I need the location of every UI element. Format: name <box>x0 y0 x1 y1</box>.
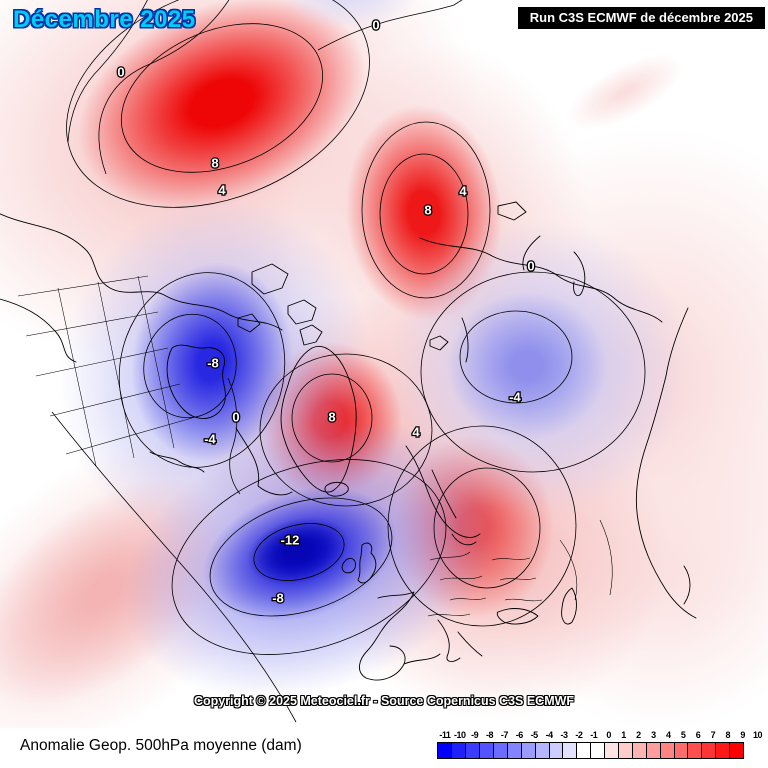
copyright-text: Copyright © 2025 Meteociel.fr - Source C… <box>193 694 575 708</box>
contour-label: 0 <box>372 18 379 33</box>
legend-tick: -11 <box>439 730 451 740</box>
political-borders <box>17 275 613 617</box>
legend-color-cell <box>562 742 578 759</box>
legend-color-cell <box>548 742 564 759</box>
contour-label: 4 <box>218 183 226 198</box>
anomaly-map: 0 0 8 4 8 4 0 -8 0 -4 8 4 -4 -12 -8 Décembre 2025 Run … <box>0 0 768 728</box>
legend-tick: -4 <box>545 730 554 740</box>
map-title: Décembre 2025 <box>13 6 196 33</box>
contour-label: 0 <box>117 65 124 80</box>
contour-label: -4 <box>509 390 521 405</box>
legend-color-cell <box>534 742 550 759</box>
legend-color-cell <box>604 742 619 759</box>
legend-color-cell <box>479 742 494 759</box>
contour-label: 8 <box>211 156 218 171</box>
contour-label: 4 <box>459 184 467 199</box>
contour-label: 8 <box>328 410 335 425</box>
legend-tick: -5 <box>530 730 539 740</box>
legend-tick: -2 <box>575 730 583 740</box>
legend-color-cell <box>701 742 717 759</box>
contour-label: -12 <box>281 533 300 548</box>
legend-tick: -1 <box>590 730 598 740</box>
legend-tick: 3 <box>651 730 656 740</box>
legend-color-cell <box>590 742 606 759</box>
legend-tick: 7 <box>710 730 716 740</box>
legend-tick: -10 <box>453 730 466 740</box>
legend-tick: 2 <box>636 730 641 740</box>
contour-label: 0 <box>232 410 239 425</box>
legend-tick: -3 <box>560 730 568 740</box>
variable-label: Anomalie Geop. 500hPa moyenne (dam) <box>20 737 302 754</box>
legend-tick: 10 <box>753 730 763 740</box>
contour-label: 8 <box>424 203 431 218</box>
legend-tick: 6 <box>695 730 701 740</box>
color-scale-legend: -11 -10 -9 -8 -7 -6 -5 -4 -3 -2 -1 0 1 2 3 4 5 6 7 8 9 10 <box>437 730 765 759</box>
legend-color-cell <box>465 742 481 759</box>
contour-label: -8 <box>272 591 284 606</box>
legend-color-row <box>437 742 765 759</box>
legend-tick: 0 <box>606 730 611 740</box>
legend-tick: 5 <box>680 730 686 740</box>
legend-tick: -7 <box>500 730 509 740</box>
legend-color-cell <box>451 742 467 759</box>
legend-color-cell <box>645 742 661 759</box>
legend-color-cell <box>437 742 453 759</box>
legend-tick: -8 <box>486 730 494 740</box>
legend-color-cell <box>673 742 689 759</box>
legend-color-cell <box>576 742 592 759</box>
legend-tick: 4 <box>665 730 671 740</box>
contour-lines <box>51 0 646 723</box>
legend-color-cell <box>506 742 522 759</box>
coastlines <box>0 201 697 681</box>
legend-tick: 1 <box>621 730 626 740</box>
contour-label: -4 <box>204 432 216 447</box>
legend-tick-row: -11 -10 -9 -8 -7 -6 -5 -4 -3 -2 -1 0 1 2 3 4 5 6 7 8 9 10 <box>437 730 765 742</box>
legend-color-cell <box>687 742 703 759</box>
legend-color-cell <box>715 742 731 759</box>
legend-tick: 9 <box>740 730 745 740</box>
legend-color-cell <box>520 742 536 759</box>
legend-color-cell <box>631 742 647 759</box>
run-info-label: Run C3S ECMWF de décembre 2025 <box>529 10 753 25</box>
legend-color-cell <box>729 742 744 759</box>
contour-label: 0 <box>527 259 534 274</box>
contour-label: 4 <box>412 425 420 440</box>
legend-color-cell <box>617 742 633 759</box>
run-info-box: Run C3S ECMWF de décembre 2025 <box>517 7 765 29</box>
legend-color-cell <box>492 742 508 759</box>
legend-color-cell <box>659 742 675 759</box>
bottom-bar: Anomalie Geop. 500hPa moyenne (dam) -11-… <box>0 728 768 768</box>
legend-tick: -9 <box>471 730 479 740</box>
legend-tick: 8 <box>725 730 731 740</box>
legend-tick: -6 <box>515 730 524 740</box>
contour-label: -8 <box>207 356 219 371</box>
